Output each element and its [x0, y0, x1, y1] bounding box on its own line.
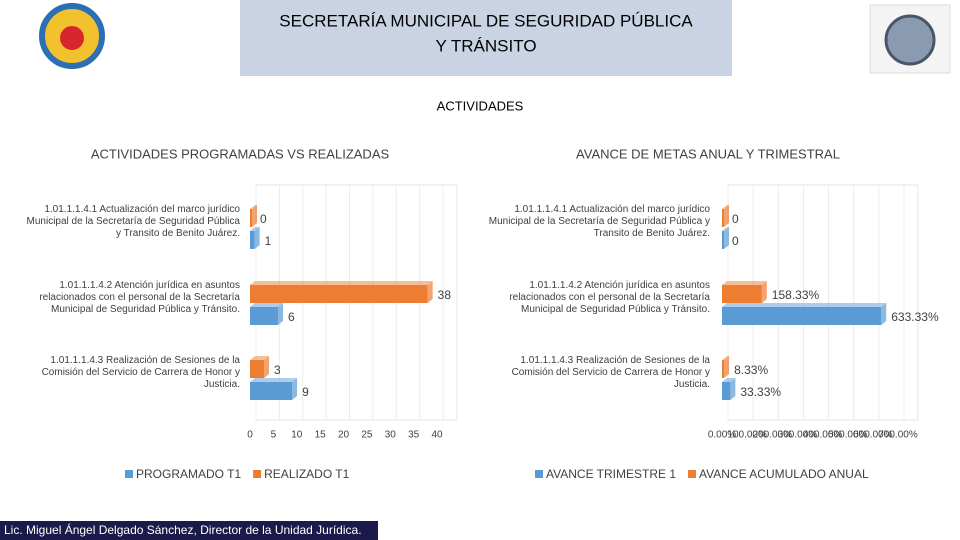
footer-band: [0, 521, 378, 540]
data-label: 3: [274, 363, 281, 377]
bar: [722, 285, 762, 303]
bar-top: [722, 205, 729, 209]
bar-top: [722, 303, 887, 307]
section-title: ACTIVIDADES: [437, 98, 524, 113]
x-tick-label: 0: [247, 430, 253, 441]
bar-side: [761, 281, 767, 303]
x-tick-label: 5: [271, 430, 277, 441]
bar-top: [250, 303, 284, 307]
bar-side: [724, 356, 730, 378]
bar: [250, 382, 293, 400]
bar-side: [724, 227, 729, 249]
bar-side: [264, 356, 270, 378]
data-label: 633.33%: [891, 310, 939, 324]
data-label: 0: [732, 234, 739, 248]
bar-top: [722, 281, 767, 285]
data-label: 9: [302, 385, 309, 399]
bar-side: [278, 303, 284, 325]
bar-top: [250, 281, 433, 285]
data-label: 0: [260, 212, 267, 226]
y-tick-label: 1.01.1.1.4.1 Actualización del marco jur…: [488, 204, 710, 239]
legend-swatch: [253, 470, 262, 478]
bar-side: [881, 303, 887, 325]
x-tick-label: 100.00%: [727, 430, 767, 441]
header-band: [240, 0, 732, 76]
bar-side: [730, 378, 736, 400]
bar-top: [722, 378, 736, 382]
bar: [250, 360, 265, 378]
x-tick-label: 300.00%: [778, 430, 818, 441]
bar-top: [250, 227, 260, 231]
y-tick-label: 1.01.1.1.4.2 Atención jurídica en asunto…: [509, 280, 710, 315]
bar-side: [724, 205, 729, 227]
data-label: 33.33%: [740, 385, 781, 399]
bar: [250, 209, 252, 227]
x-tick-label: 700.00%: [878, 430, 918, 441]
y-tick-label: 1.01.1.1.4.3 Realización de Sesiones de …: [41, 355, 240, 390]
chart-title: AVANCE DE METAS ANUAL Y TRIMESTRAL: [576, 146, 840, 161]
x-tick-label: 20: [338, 430, 350, 441]
bar-top: [722, 356, 730, 360]
bar: [250, 285, 428, 303]
data-label: 0: [732, 212, 739, 226]
x-tick-label: 600.00%: [853, 430, 893, 441]
data-label: 6: [288, 310, 295, 324]
legend-swatch: [535, 470, 543, 478]
bar-top: [722, 227, 729, 231]
x-tick-label: 25: [361, 430, 373, 441]
bar: [722, 231, 724, 249]
data-label: 1: [265, 234, 272, 248]
bar: [722, 209, 724, 227]
bar-side: [427, 281, 433, 303]
legend-label: AVANCE ACUMULADO ANUAL: [699, 467, 869, 481]
bar: [722, 360, 725, 378]
legend-swatch: [688, 470, 697, 478]
chart-title: ACTIVIDADES PROGRAMADAS VS REALIZADAS: [91, 146, 390, 161]
x-tick-label: 40: [431, 430, 443, 441]
x-tick-label: 35: [408, 430, 420, 441]
y-tick-label: 1.01.1.1.4.3 Realización de Sesiones de …: [511, 355, 710, 390]
legend-label: AVANCE TRIMESTRE 1: [546, 467, 676, 481]
bar-side: [254, 227, 260, 249]
bar-side: [252, 205, 257, 227]
x-tick-label: 10: [291, 430, 303, 441]
bar: [722, 382, 731, 400]
legend-label: REALIZADO T1: [264, 467, 349, 481]
footer-text: Lic. Miguel Ángel Delgado Sánchez, Direc…: [4, 522, 362, 537]
x-tick-label: 30: [385, 430, 397, 441]
bar-top: [250, 356, 270, 360]
police-logo: [884, 14, 936, 66]
x-tick-label: 400.00%: [803, 430, 843, 441]
legend-swatch: [125, 470, 133, 478]
x-tick-label: 500.00%: [828, 430, 868, 441]
data-label: 8.33%: [734, 363, 768, 377]
header-title: Y TRÁNSITO: [435, 36, 536, 55]
x-tick-label: 0.00%: [708, 430, 736, 441]
bar-side: [292, 378, 298, 400]
y-tick-label: 1.01.1.1.4.1 Actualización del marco jur…: [26, 204, 240, 239]
y-tick-label: 1.01.1.1.4.2 Atención jurídica en asunto…: [39, 280, 240, 315]
bar-top: [250, 205, 257, 209]
x-tick-label: 200.00%: [753, 430, 793, 441]
x-tick-label: 15: [315, 430, 327, 441]
bar: [250, 231, 255, 249]
legend-label: PROGRAMADO T1: [136, 467, 241, 481]
municipal-logo-center: [60, 26, 84, 50]
bar: [250, 307, 279, 325]
bar: [722, 307, 882, 325]
header-title: SECRETARÍA MUNICIPAL DE SEGURIDAD PÚBLIC…: [279, 11, 693, 30]
bar-top: [250, 378, 298, 382]
data-label: 158.33%: [772, 288, 820, 302]
data-label: 38: [438, 288, 452, 302]
